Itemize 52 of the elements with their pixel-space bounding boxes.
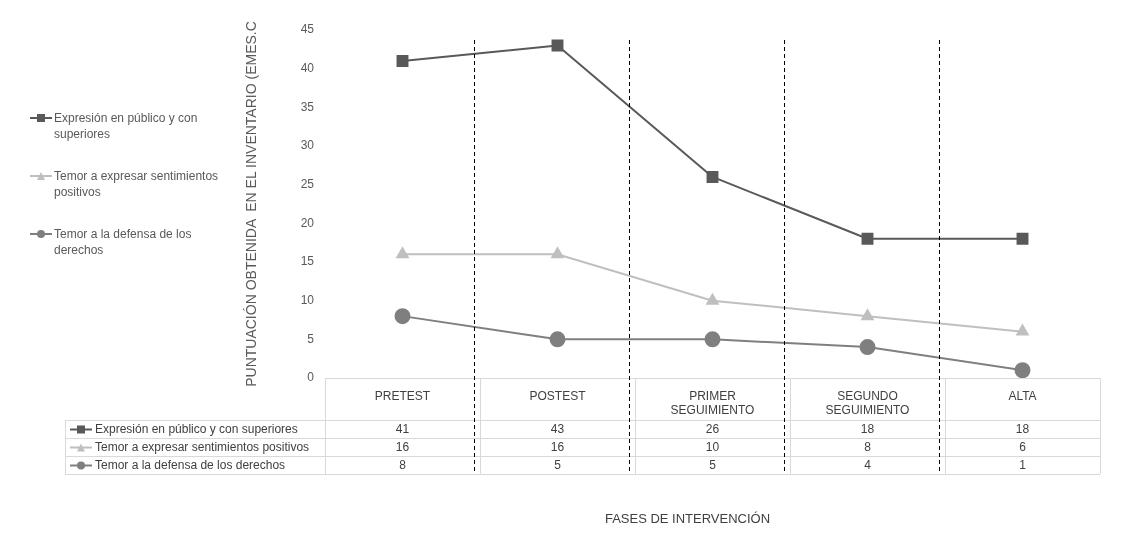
x-tick-label: SEGUNDO SEGUIMIENTO xyxy=(825,388,910,417)
data-label: 5 xyxy=(709,457,717,472)
data-label: 10 xyxy=(705,439,720,454)
legend-label: Temor a la defensa de los derechos xyxy=(95,457,286,472)
y-tick-label: 20 xyxy=(300,215,315,230)
text: FASES DE INTERVENCIÓN xyxy=(604,510,771,526)
x-tick-label: PRIMER SEGUIMIENTO xyxy=(670,388,755,417)
y-tick-label: 45 xyxy=(300,22,315,37)
text: Temor a expresar sentimientos positivos xyxy=(54,169,219,199)
data-label: 6 xyxy=(1019,439,1027,454)
x-tick-label: POSTEST xyxy=(529,388,587,403)
text: Temor a la defensa de los derechos xyxy=(54,227,192,257)
data-label: 18 xyxy=(1015,421,1030,436)
data-label: 5 xyxy=(554,457,562,472)
data-label: 4 xyxy=(864,457,872,472)
point xyxy=(704,331,721,348)
data-label: 8 xyxy=(864,439,872,454)
y-tick-label: 5 xyxy=(307,331,315,346)
y-tick-label: 15 xyxy=(300,254,315,269)
data-label: 1 xyxy=(1019,457,1027,472)
point xyxy=(706,293,719,305)
y-tick-label: 40 xyxy=(300,60,315,75)
point xyxy=(861,309,874,321)
point xyxy=(859,339,876,356)
y-tick-label: 35 xyxy=(300,99,315,114)
data-label: 8 xyxy=(399,457,407,472)
point xyxy=(549,331,566,348)
x-tick-label: ALTA xyxy=(1008,388,1037,403)
data-label: 18 xyxy=(860,421,875,436)
y-tick-label: 0 xyxy=(307,370,315,385)
data-label: 16 xyxy=(550,439,565,454)
point xyxy=(394,308,411,325)
data-label: 43 xyxy=(550,421,565,436)
data-label: 16 xyxy=(395,439,410,454)
point xyxy=(1016,324,1029,336)
legend-label: Temor a expresar sentimientos positivos xyxy=(95,439,310,454)
x-tick-label: PRETEST xyxy=(374,388,431,403)
legend-label: Expresión en público y con superiores xyxy=(54,110,199,142)
point xyxy=(396,54,409,67)
data-label: 41 xyxy=(395,421,410,436)
point xyxy=(1016,232,1029,245)
y-axis-title: PUNTUACIÓN OBTENIDA EN EL INVENTARIO (EMES.C xyxy=(243,21,260,387)
y-tick-label: 25 xyxy=(300,176,315,191)
y-tick-label: 10 xyxy=(300,292,315,307)
text: Expresión en público y con superiores xyxy=(95,421,298,436)
point xyxy=(861,232,874,245)
point xyxy=(706,170,719,183)
data-label: 26 xyxy=(705,421,720,436)
point xyxy=(551,247,564,259)
y-tick-label: 30 xyxy=(300,138,315,153)
point xyxy=(396,247,409,259)
point xyxy=(1014,362,1031,378)
